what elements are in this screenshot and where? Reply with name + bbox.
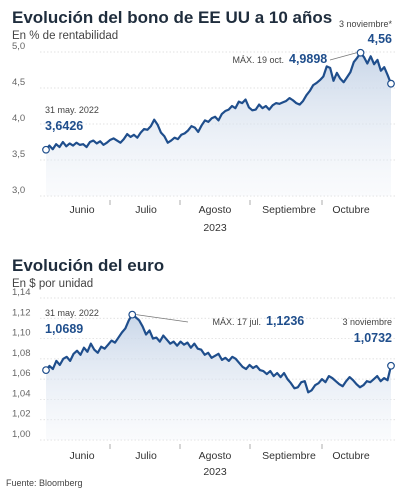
max-leader-line	[136, 314, 189, 323]
x-tick-label: Junio	[69, 204, 94, 216]
start-annotation-value: 1,0689	[45, 322, 83, 336]
max-annotation-label: MÁX. 17 jul.	[212, 317, 261, 327]
y-tick-label: 3,5	[12, 149, 25, 160]
series-area	[46, 314, 391, 440]
y-tick-label: 4,5	[12, 77, 25, 88]
start-annotation-label: 31 may. 2022	[45, 105, 99, 115]
bond-chart-title: Evolución del bono de EE UU a 10 años	[12, 8, 333, 27]
euro-chart-subtitle: En $ por unidad	[12, 278, 94, 290]
x-tick-label: Julio	[135, 450, 157, 462]
end-annotation-label: 3 noviembre*	[339, 19, 393, 29]
y-tick-label: 1,06	[12, 368, 31, 379]
y-tick-label: 1,08	[12, 348, 31, 359]
point-marker	[387, 79, 395, 88]
series-area	[46, 52, 391, 197]
max-leader-line	[329, 52, 357, 61]
point-marker	[42, 145, 50, 154]
series-line	[45, 51, 393, 151]
x-tick-label: Septiembre	[262, 450, 316, 462]
x-tick-label: Agosto	[199, 204, 232, 216]
max-annotation-value: 1,1236	[266, 314, 304, 328]
x-tick-label: Junio	[69, 450, 94, 462]
source-note: Fuente: Bloomberg	[6, 478, 83, 488]
y-tick-label: 4,0	[12, 113, 25, 124]
y-tick-label: 1,04	[12, 388, 31, 399]
point-marker	[356, 48, 365, 57]
x-axis-label: 2023	[203, 222, 227, 234]
end-annotation-value: 1,0732	[354, 331, 392, 345]
x-tick-label: Agosto	[199, 450, 232, 462]
end-annotation-label: 3 noviembre	[342, 317, 392, 327]
x-tick-label: Octubre	[332, 450, 370, 462]
start-annotation-label: 31 may. 2022	[45, 308, 99, 318]
y-tick-label: 1,10	[12, 328, 31, 339]
point-marker	[128, 310, 137, 319]
series-line	[45, 313, 393, 394]
x-tick-label: Octubre	[332, 204, 370, 216]
point-marker	[387, 361, 395, 370]
y-tick-label: 1,02	[12, 409, 31, 420]
bond-chart-subtitle: En % de rentabilidad	[12, 30, 119, 42]
x-tick-label: Julio	[135, 204, 157, 216]
max-annotation-label: MÁX. 19 oct.	[232, 55, 284, 65]
y-tick-label: 5,0	[12, 41, 25, 52]
y-tick-label: 1,14	[12, 287, 31, 298]
point-marker	[42, 366, 50, 375]
y-tick-label: 1,00	[12, 429, 31, 440]
end-annotation-value: 4,56	[368, 32, 392, 46]
y-tick-label: 1,12	[12, 307, 31, 318]
euro-chart-title: Evolución del euro	[12, 256, 165, 275]
x-axis-label: 2023	[203, 466, 227, 478]
x-tick-label: Septiembre	[262, 204, 316, 216]
max-annotation-value: 4,9898	[289, 52, 327, 66]
y-tick-label: 3,0	[12, 185, 25, 196]
start-annotation-value: 3,6426	[45, 119, 83, 133]
